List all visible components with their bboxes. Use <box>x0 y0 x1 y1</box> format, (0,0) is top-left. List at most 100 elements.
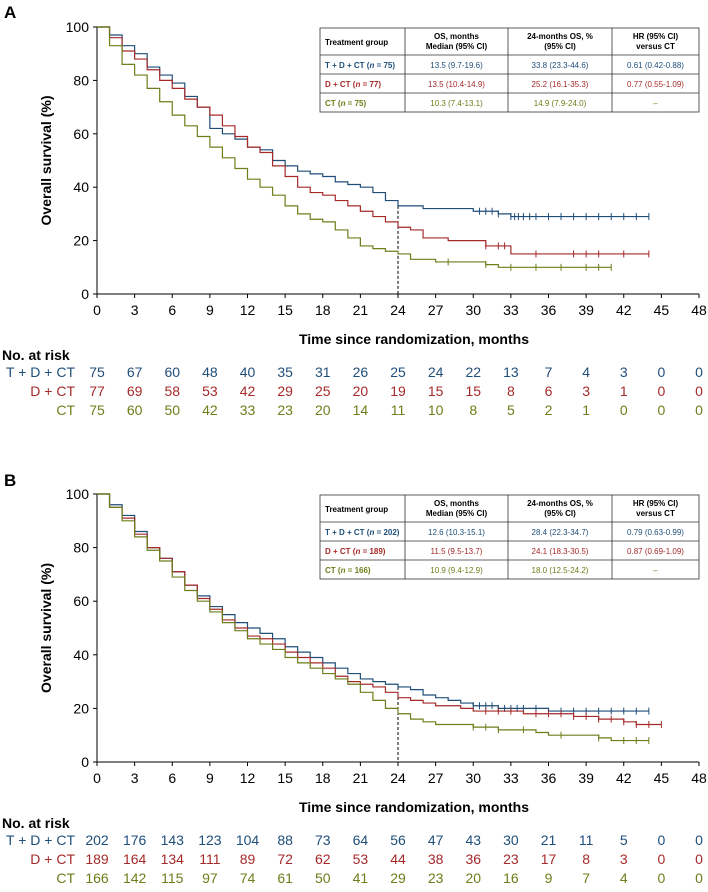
at-risk-value-ct: 0 <box>695 870 703 886</box>
table-header-line: (95% CI) <box>544 509 576 518</box>
x-tick-label: 9 <box>206 770 214 786</box>
y-tick-label: 0 <box>81 286 89 302</box>
table-group-cell: T + D + CT (n = 202) <box>325 528 400 537</box>
table-header-line: HR (95% CI) <box>633 32 679 41</box>
at-risk-value-ct: 97 <box>202 870 218 886</box>
at-risk-value-dct: 77 <box>89 383 105 399</box>
at-risk-value-ct: 50 <box>164 402 180 418</box>
x-tick-label: 9 <box>206 302 214 318</box>
at-risk-value-tdct: 30 <box>503 832 519 848</box>
x-tick-label: 39 <box>578 770 594 786</box>
at-risk-value-tdct: 0 <box>657 364 665 380</box>
at-risk-value-tdct: 64 <box>353 832 369 848</box>
at-risk-value-dct: 15 <box>428 383 444 399</box>
y-tick-label: 80 <box>73 540 89 556</box>
at-risk-value-dct: 189 <box>85 851 109 867</box>
x-tick-label: 48 <box>691 770 707 786</box>
panel-letter: A <box>4 3 16 22</box>
group-prefix: T + D + CT ( <box>325 61 370 70</box>
table-hr-cell: – <box>653 566 658 575</box>
at-risk-value-tdct: 0 <box>695 364 703 380</box>
y-tick-label: 20 <box>73 700 89 716</box>
at-risk-value-ct: 23 <box>277 402 293 418</box>
y-tick-label: 100 <box>66 486 90 502</box>
at-risk-value-dct: 0 <box>695 851 703 867</box>
table-header-line: 24-months OS, % <box>527 499 593 508</box>
at-risk-value-tdct: 0 <box>657 832 665 848</box>
x-tick-label: 21 <box>353 302 369 318</box>
at-risk-value-dct: 42 <box>240 383 256 399</box>
x-tick-label: 42 <box>616 302 632 318</box>
at-risk-value-dct: 0 <box>657 851 665 867</box>
y-tick-label: 60 <box>73 126 89 142</box>
x-tick-label: 12 <box>240 302 256 318</box>
at-risk-value-dct: 19 <box>390 383 406 399</box>
at-risk-value-tdct: 24 <box>428 364 444 380</box>
at-risk-title: No. at risk <box>2 347 70 363</box>
at-risk-label-ct: CT <box>56 402 75 418</box>
x-tick-label: 3 <box>131 302 139 318</box>
at-risk-value-tdct: 21 <box>541 832 557 848</box>
at-risk-value-ct: 142 <box>123 870 147 886</box>
at-risk-value-dct: 0 <box>695 383 703 399</box>
table-hr-cell: 0.87 (0.69-1.09) <box>627 547 684 556</box>
group-prefix: CT ( <box>325 566 341 575</box>
group-n-label: n <box>341 566 346 575</box>
at-risk-value-tdct: 40 <box>240 364 256 380</box>
group-n-value: = 75) <box>374 61 395 70</box>
group-prefix: CT ( <box>325 99 341 108</box>
x-tick-label: 24 <box>390 770 406 786</box>
at-risk-value-ct: 9 <box>545 870 553 886</box>
at-risk-value-tdct: 88 <box>277 832 293 848</box>
x-tick-label: 6 <box>168 302 176 318</box>
table-header-line: HR (95% CI) <box>633 499 679 508</box>
at-risk-value-ct: 166 <box>85 870 109 886</box>
y-axis-title: Overall survival (%) <box>38 563 54 693</box>
group-n-value: = 77) <box>360 80 381 89</box>
at-risk-value-dct: 134 <box>161 851 185 867</box>
km-curve-ct <box>97 26 612 268</box>
table-header: Treatment group <box>325 38 388 47</box>
at-risk-value-tdct: 13 <box>503 364 519 380</box>
table-median-cell: 12.6 (10.3-15.1) <box>428 528 485 537</box>
at-risk-value-tdct: 25 <box>390 364 406 380</box>
x-tick-label: 30 <box>465 302 481 318</box>
x-tick-label: 27 <box>428 302 444 318</box>
x-tick-label: 45 <box>654 770 670 786</box>
table-header: Treatment group <box>325 505 388 514</box>
x-tick-label: 15 <box>277 302 293 318</box>
at-risk-value-tdct: 56 <box>390 832 406 848</box>
at-risk-value-ct: 75 <box>89 402 105 418</box>
table-header-line: (95% CI) <box>544 42 576 51</box>
at-risk-value-dct: 25 <box>315 383 331 399</box>
x-axis-title: Time since randomization, months <box>299 331 529 347</box>
km-curve-ct <box>97 493 649 742</box>
x-tick-label: 0 <box>93 302 101 318</box>
x-tick-label: 24 <box>390 302 406 318</box>
at-risk-value-ct: 20 <box>315 402 331 418</box>
at-risk-value-tdct: 0 <box>695 832 703 848</box>
table-header-line: 24-months OS, % <box>527 32 593 41</box>
table-group-cell: D + CT (n = 189) <box>325 547 386 556</box>
x-tick-label: 36 <box>541 302 557 318</box>
group-n-label: n <box>341 99 346 108</box>
at-risk-value-ct: 0 <box>657 870 665 886</box>
at-risk-value-dct: 72 <box>277 851 293 867</box>
at-risk-value-tdct: 11 <box>579 832 594 848</box>
at-risk-value-tdct: 176 <box>123 832 147 848</box>
at-risk-value-dct: 62 <box>315 851 331 867</box>
x-tick-label: 6 <box>168 770 176 786</box>
table-header: 24-months OS, % (95% CI) <box>527 32 593 51</box>
x-tick-label: 45 <box>654 302 670 318</box>
at-risk-value-dct: 58 <box>164 383 180 399</box>
y-tick-label: 40 <box>73 179 89 195</box>
at-risk-label-tdct: T + D + CT <box>6 364 75 380</box>
at-risk-value-dct: 8 <box>507 383 515 399</box>
at-risk-value-ct: 7 <box>582 870 590 886</box>
table-hr-cell: 0.77 (0.55-1.09) <box>627 80 684 89</box>
at-risk-value-ct: 10 <box>428 402 444 418</box>
y-tick-label: 40 <box>73 647 89 663</box>
at-risk-value-dct: 1 <box>620 383 628 399</box>
summary-table: Treatment group OS, months Median (95% CI)… <box>319 27 700 113</box>
